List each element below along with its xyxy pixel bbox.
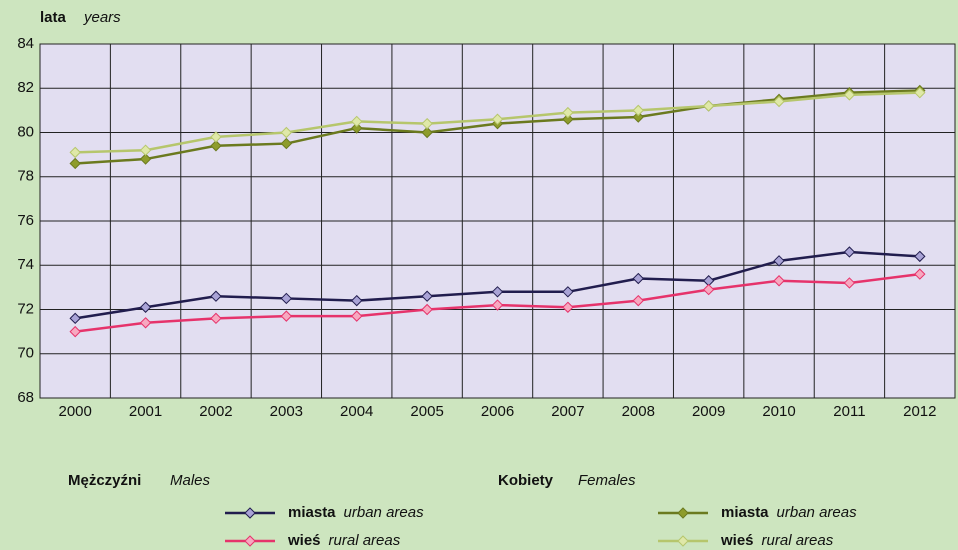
legend-group: Mężczyźni: [68, 472, 141, 489]
point: [351, 310, 363, 322]
legend-marker: [677, 535, 689, 547]
point: [702, 100, 715, 112]
y-tick-label: 76: [17, 212, 34, 229]
legend-group-en: Males: [170, 472, 211, 489]
point: [491, 113, 504, 125]
x-tick-label: 2010: [762, 403, 795, 420]
legend-marker: [244, 507, 256, 519]
point: [773, 275, 785, 287]
point: [351, 115, 363, 128]
x-tick-label: 2005: [410, 403, 443, 420]
y-tick-label: 72: [17, 300, 34, 317]
legend-label: wieś: [720, 532, 754, 549]
point: [139, 153, 152, 165]
point: [632, 272, 644, 285]
y-tick-label: 84: [17, 35, 34, 52]
point: [210, 140, 222, 152]
point: [421, 290, 433, 302]
x-tick-label: 2000: [59, 403, 92, 420]
point: [280, 137, 293, 150]
x-tick-label: 2009: [692, 403, 725, 420]
legend-label: wieś: [287, 532, 321, 549]
x-tick-label: 2004: [340, 403, 373, 420]
point: [210, 290, 222, 302]
point: [632, 104, 644, 117]
y-label-en: years: [83, 9, 121, 26]
point: [491, 286, 504, 298]
point: [280, 292, 293, 305]
y-tick-label: 74: [17, 256, 34, 273]
legend-marker: [244, 535, 256, 547]
point: [843, 89, 856, 101]
point: [139, 144, 152, 156]
x-tick-label: 2008: [622, 403, 655, 420]
point: [632, 294, 644, 307]
legend-label-en: urban areas: [344, 504, 425, 521]
x-tick-label: 2003: [270, 403, 303, 420]
point: [69, 157, 81, 170]
point: [69, 146, 81, 159]
point: [562, 106, 574, 119]
point: [351, 122, 363, 134]
point: [562, 301, 574, 313]
legend-label: miasta: [721, 504, 769, 521]
point: [69, 325, 81, 338]
y-tick-label: 68: [17, 389, 34, 406]
point: [914, 250, 926, 263]
y-tick-label: 78: [17, 168, 34, 185]
point: [210, 131, 222, 143]
point: [773, 95, 785, 108]
point: [139, 317, 152, 329]
x-tick-label: 2002: [199, 403, 232, 420]
legend-label: miasta: [288, 504, 336, 521]
point: [562, 113, 574, 125]
y-tick-label: 80: [17, 123, 34, 140]
y-label: lata: [40, 9, 67, 26]
point: [139, 301, 152, 313]
legend-label-en: urban areas: [777, 504, 858, 521]
legend-group-en: Females: [578, 472, 636, 489]
point: [914, 86, 926, 99]
y-tick-label: 82: [17, 79, 34, 96]
x-tick-label: 2011: [833, 403, 865, 420]
legend-marker: [677, 507, 689, 519]
legend-label-en: rural areas: [762, 532, 834, 549]
point: [421, 117, 433, 130]
point: [280, 310, 293, 322]
point: [421, 303, 433, 316]
legend-group: Kobiety: [498, 472, 554, 489]
point: [914, 268, 926, 280]
point: [843, 246, 856, 258]
point: [280, 126, 293, 139]
x-tick-label: 2012: [903, 403, 936, 420]
x-tick-label: 2007: [551, 403, 584, 420]
point: [491, 299, 504, 311]
legend-label-en: rural areas: [329, 532, 401, 549]
point: [562, 286, 574, 298]
point: [351, 294, 363, 307]
x-tick-label: 2006: [481, 403, 514, 420]
point: [632, 111, 644, 123]
point: [69, 312, 81, 325]
point: [210, 312, 222, 325]
point: [773, 255, 785, 267]
point: [843, 277, 856, 289]
point: [421, 126, 433, 139]
y-tick-label: 70: [17, 345, 34, 362]
x-tick-label: 2001: [129, 403, 162, 420]
point: [702, 283, 715, 296]
